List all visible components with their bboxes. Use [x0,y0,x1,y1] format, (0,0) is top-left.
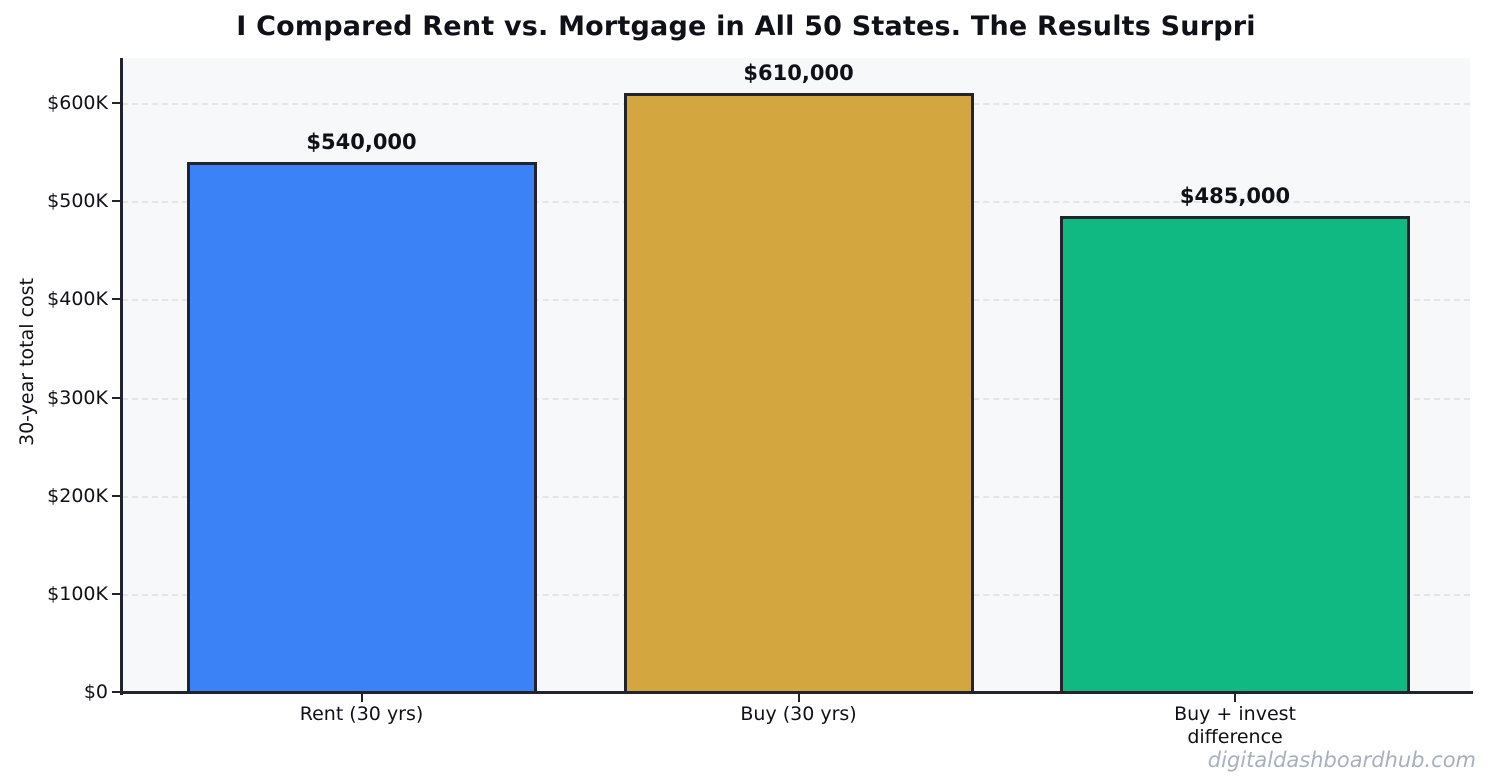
x-tick-mark [360,694,363,702]
bar-3[interactable] [1060,215,1411,692]
y-tick-mark [112,592,121,595]
y-tick-label: $0 [83,681,108,703]
y-tick-label: $200K [47,484,108,507]
y-tick-label: $300K [47,386,108,409]
y-tick-mark [112,200,121,203]
x-tick-label: Buy + invest difference [1174,703,1296,748]
bar-value-label: $610,000 [743,61,854,86]
y-tick-label: $100K [47,582,108,605]
plot-area: $540,000 $610,000 $485,000 [122,58,1470,692]
x-axis-spine [120,691,1473,694]
bar-1[interactable] [186,161,537,692]
bar-value-label: $540,000 [306,129,417,154]
bar-2[interactable] [623,93,974,692]
y-tick-mark [112,102,121,104]
bar-value-label: $485,000 [1179,183,1291,208]
y-tick-mark [112,298,121,301]
x-tick-label: Buy (30 yrs) [740,703,857,725]
y-tick-label: $400K [47,288,108,311]
y-tick-label: $500K [47,190,108,213]
y-tick-label: $600K [47,92,108,114]
y-tick-mark [112,691,121,693]
x-tick-mark [1234,694,1237,702]
watermark: digitaldashboardhub.com [1207,748,1476,772]
x-tick-label: Rent (30 yrs) [299,703,424,725]
y-tick-mark [112,494,121,497]
chart-title: I Compared Rent vs. Mortgage in All 50 S… [236,11,1256,42]
y-axis-spine [120,58,123,695]
y-tick-mark [112,396,121,399]
x-tick-mark [797,694,800,702]
